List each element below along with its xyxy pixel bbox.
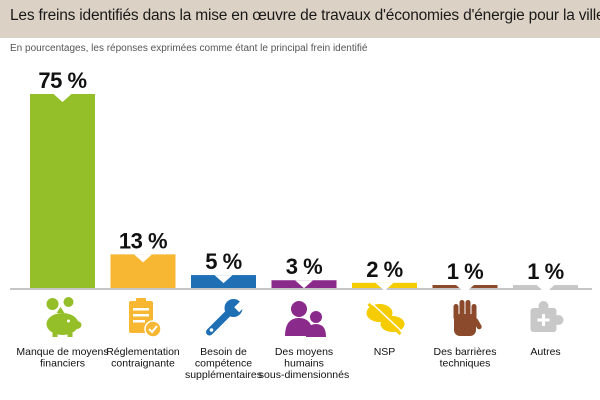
bar-pointer-2	[134, 254, 152, 263]
bar-pointer-4	[295, 280, 313, 289]
chart-subtitle: En pourcentages, les réponses exprimées …	[10, 43, 368, 54]
clipboard-check-icon	[129, 298, 162, 338]
category-label-1: Manque de moyens financiers	[16, 346, 108, 370]
value-label-4: 3 %	[286, 254, 322, 279]
wrench-icon	[206, 299, 247, 336]
category-label-3: Besoin de compétence supplémentaires	[185, 346, 262, 381]
bar-pointer-7	[536, 285, 555, 293]
bar-pointer-3	[214, 275, 233, 284]
value-label-6: 1 %	[447, 259, 483, 284]
bar-1	[30, 94, 95, 288]
category-label-5: NSP	[374, 346, 396, 358]
category-label-7: Autres	[530, 346, 560, 358]
value-label-5: 2 %	[366, 257, 402, 282]
people-icon	[285, 301, 326, 337]
chart-title: Les freins identifiés dans la mise en œu…	[10, 7, 600, 24]
bar-pointer-5	[375, 282, 394, 291]
category-label-6: Des barrières techniques	[433, 346, 496, 370]
value-label-7: 1 %	[527, 259, 563, 284]
value-label-3: 5 %	[205, 249, 241, 274]
bar-pointer-6	[456, 285, 474, 293]
no-answer-icon	[366, 301, 405, 336]
value-label-2: 13 %	[119, 228, 167, 253]
category-label-4: Des moyens humains sous-dimensionnés	[259, 346, 349, 381]
category-label-2: Réglementation contraignante	[106, 346, 180, 370]
title-bar: Les freins identifiés dans la mise en œu…	[0, 0, 600, 38]
bar-pointer-1	[53, 94, 72, 102]
value-label-1: 75 %	[38, 68, 86, 93]
hand-stop-icon	[453, 300, 482, 336]
puzzle-plus-icon	[530, 301, 564, 332]
piggy-bank-icon	[46, 297, 82, 337]
